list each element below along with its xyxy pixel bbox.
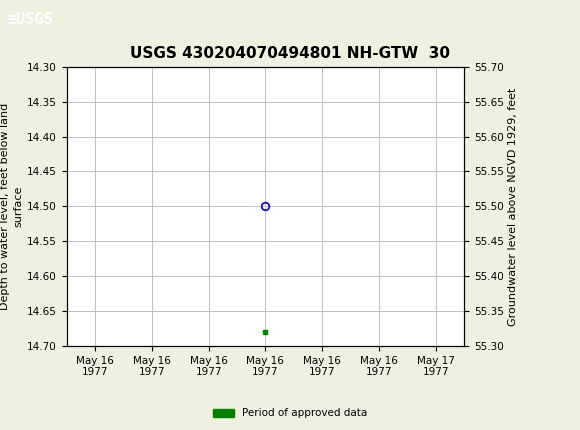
Y-axis label: Depth to water level, feet below land
surface: Depth to water level, feet below land su… [0, 103, 23, 310]
Text: USGS 430204070494801 NH-GTW  30: USGS 430204070494801 NH-GTW 30 [130, 46, 450, 61]
Legend: Period of approved data: Period of approved data [209, 404, 371, 423]
Text: ≡USGS: ≡USGS [7, 12, 53, 27]
Y-axis label: Groundwater level above NGVD 1929, feet: Groundwater level above NGVD 1929, feet [508, 87, 518, 326]
